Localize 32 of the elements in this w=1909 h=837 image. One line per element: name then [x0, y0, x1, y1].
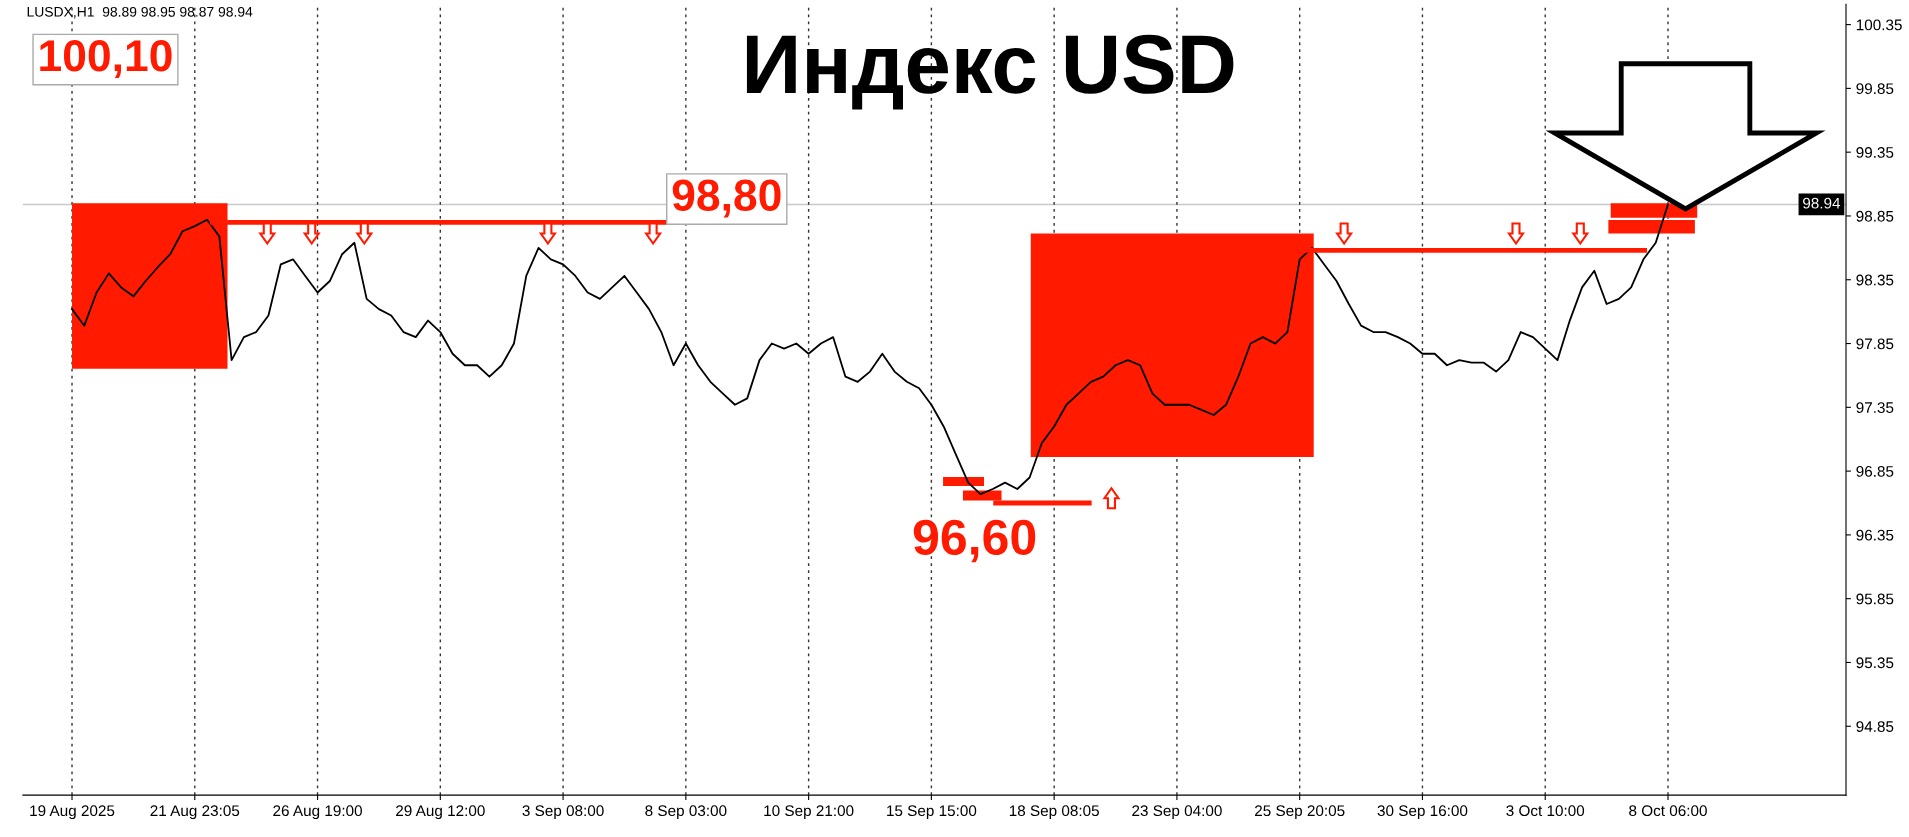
y-tick-label: 98.85: [1856, 210, 1894, 222]
x-tick-label: 19 Aug 2025: [30, 805, 115, 820]
y-tick-label: 95.35: [1856, 657, 1894, 669]
x-tick-label: 26 Aug 19:00: [273, 805, 362, 820]
y-tick-label: 96.85: [1856, 465, 1894, 477]
x-tick-label: 29 Aug 12:00: [396, 805, 485, 820]
y-tick-label: 99.35: [1856, 147, 1894, 158]
ref-line-label: 98,80: [672, 179, 781, 218]
annotation: LUSDX,H1 98.89 98.95 98.87 98.94: [27, 6, 253, 19]
x-tick-label: 15 Sep 15:00: [887, 805, 977, 820]
y-tick-label: 97.85: [1856, 338, 1894, 350]
y-tick-label: 98.35: [1856, 274, 1894, 286]
annotation: 100,10: [40, 40, 172, 78]
x-tick-label: 21 Aug 23:05: [150, 805, 240, 820]
y-tick-label: 95.85: [1856, 593, 1894, 605]
y-tick-label: 100.35: [1856, 19, 1902, 31]
y-tick-label: 97.35: [1856, 402, 1894, 414]
y-tick-label: 96.35: [1856, 529, 1894, 541]
x-tick-label: 18 Sep 08:05: [1009, 805, 1099, 820]
x-tick-label: 23 Sep 04:00: [1132, 805, 1222, 820]
ref-line-label: 98.94: [1803, 197, 1841, 209]
x-tick-label: 8 Oct 06:00: [1629, 805, 1707, 817]
y-tick-label: 99.85: [1856, 83, 1894, 95]
y-tick-label: 94.85: [1856, 721, 1894, 732]
x-tick-label: 8 Sep 03:00: [645, 805, 727, 820]
x-tick-label: 10 Sep 21:00: [764, 805, 854, 820]
ref-line-label: 96,60: [913, 519, 1036, 563]
x-tick-label: 25 Sep 20:05: [1255, 805, 1345, 820]
x-tick-label: 3 Oct 10:00: [1506, 805, 1585, 817]
x-tick-label: 30 Sep 16:00: [1377, 805, 1468, 820]
chart-title: Индекс USD: [746, 34, 1234, 110]
x-tick-label: 3 Sep 08:00: [522, 805, 604, 820]
